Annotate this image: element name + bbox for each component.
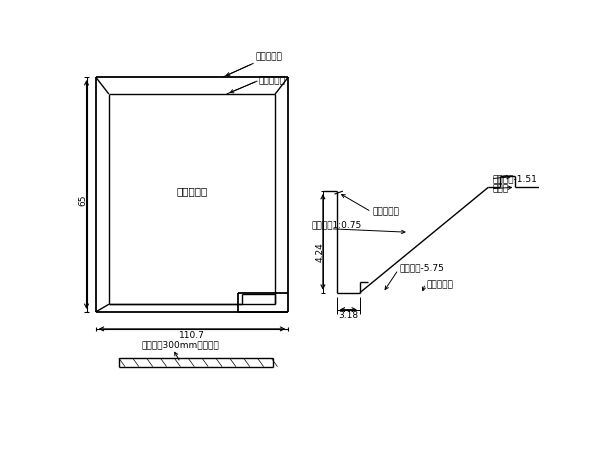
Text: 挡水坡: 挡水坡 (493, 184, 508, 193)
Text: 基坑上口线: 基坑上口线 (255, 53, 282, 62)
Text: 基底预留300mm人工清底: 基底预留300mm人工清底 (142, 341, 220, 350)
Text: 110.7: 110.7 (179, 331, 205, 340)
Text: 基坑下口线: 基坑下口线 (427, 280, 454, 289)
Text: 相对标高-5.75: 相对标高-5.75 (400, 264, 445, 273)
Text: 3.18: 3.18 (338, 311, 358, 320)
Text: 基坑上口线: 基坑上口线 (373, 207, 400, 216)
Text: 放坡比例1:0.75: 放坡比例1:0.75 (311, 220, 362, 230)
Text: 体育馆基坑: 体育馆基坑 (176, 186, 208, 197)
Text: 65: 65 (78, 194, 87, 206)
Text: 基坑下口线: 基坑下口线 (259, 76, 286, 86)
Text: 4.24: 4.24 (316, 242, 325, 261)
Text: 相对标高-1.51: 相对标高-1.51 (493, 174, 537, 183)
